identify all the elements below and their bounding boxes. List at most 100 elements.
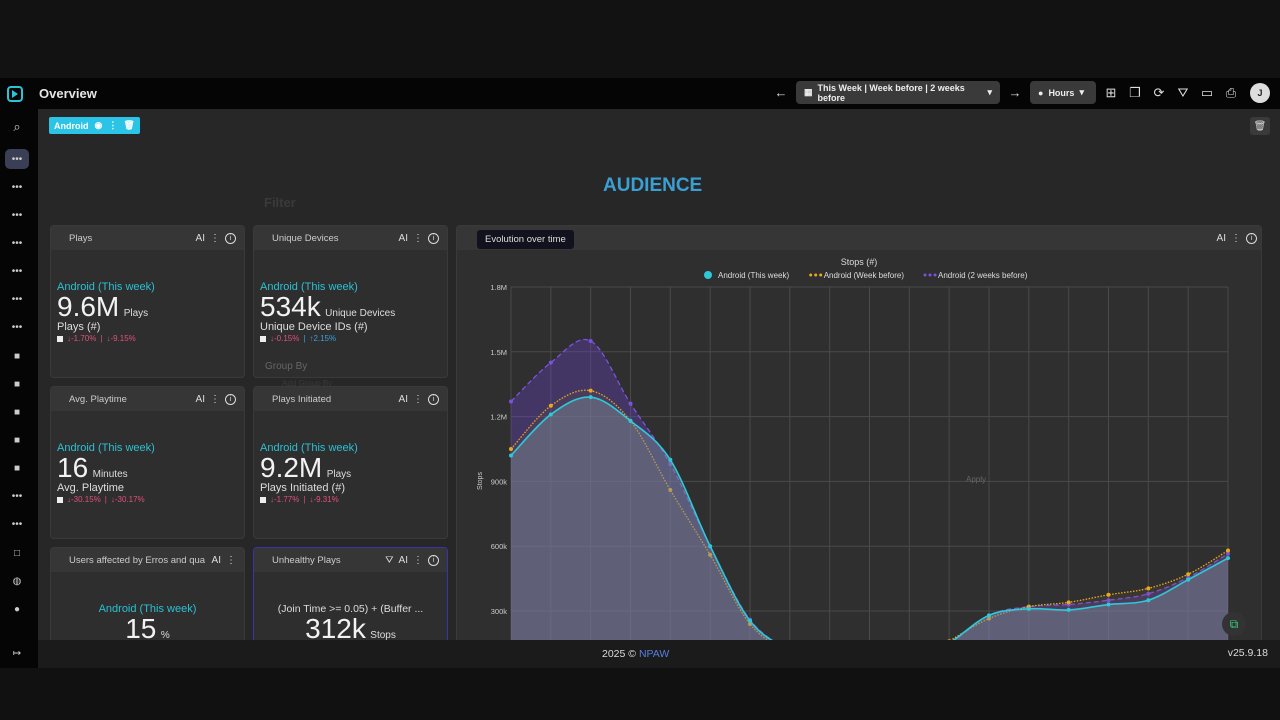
more-vertical-icon[interactable]: ⋮ xyxy=(108,120,118,130)
filter-chip-android[interactable]: Android ◉ ⋮ 🗑 xyxy=(49,117,140,134)
kpi-value: 9.6M xyxy=(57,291,120,322)
copyright: 2025 © xyxy=(602,648,637,660)
folder-icon[interactable]: ■ xyxy=(13,406,21,418)
info-icon[interactable]: i xyxy=(428,393,439,405)
sidebar-item-more[interactable]: ••• xyxy=(11,265,23,277)
more-vertical-icon[interactable]: ⋮ xyxy=(413,393,423,405)
more-vertical-icon[interactable]: ⋮ xyxy=(413,232,423,244)
kpi-card-avg-playtime[interactable]: Avg. Playtime AI ⋮ i Android (This week) 1… xyxy=(50,386,245,539)
filter-icon[interactable]: ⛛ xyxy=(385,554,394,566)
card-title: Unhealthy Plays xyxy=(272,554,341,566)
delete-button[interactable]: 🗑 xyxy=(1250,117,1270,135)
folder-icon[interactable]: ■ xyxy=(13,350,21,362)
search-icon[interactable]: ⌕ xyxy=(13,119,21,134)
info-icon[interactable]: i xyxy=(225,393,236,405)
kpi-subtitle: Plays Initiated (#) xyxy=(260,482,345,494)
print-icon[interactable]: ⎙ xyxy=(1225,84,1237,100)
kpi-value: 15 xyxy=(125,613,157,641)
more-vertical-icon[interactable]: ⋮ xyxy=(413,554,423,566)
comment-icon[interactable]: ▭ xyxy=(1200,84,1214,100)
info-icon[interactable]: i xyxy=(428,554,439,566)
trash-icon[interactable]: 🗑 xyxy=(123,120,135,130)
kpi-card-users-affected[interactable]: Users affected by Erros and qua AI ⋮ Andr… xyxy=(50,547,245,640)
more-vertical-icon[interactable]: ⋮ xyxy=(210,393,220,405)
kpi-unit: Plays xyxy=(326,469,352,480)
globe-icon[interactable]: ◍ xyxy=(12,575,22,587)
y-tick-label: 1.2M xyxy=(490,413,507,422)
npaw-link[interactable]: NPAW xyxy=(638,648,670,660)
app-logo-icon[interactable] xyxy=(7,85,23,102)
kpi-subtitle: Plays (#) xyxy=(57,321,101,333)
sidebar-item-more[interactable]: ••• xyxy=(11,321,23,333)
data-point xyxy=(708,552,713,557)
kpi-card-plays-initiated[interactable]: Plays Initiated AI ⋮ i Android (This week)… xyxy=(253,386,448,539)
folder-outline-icon[interactable]: □ xyxy=(13,547,21,559)
avatar[interactable]: J xyxy=(1250,82,1270,103)
more-vertical-icon[interactable]: ⋮ xyxy=(1231,232,1241,244)
kpi-value: 16 xyxy=(57,452,89,483)
granularity-select[interactable]: ● Hours ▾ xyxy=(1030,81,1096,104)
ai-button[interactable]: AI xyxy=(398,554,408,566)
info-icon[interactable]: i xyxy=(225,232,236,244)
eye-icon[interactable]: ◉ xyxy=(94,120,103,130)
chat-assistant-button[interactable]: ⧉ xyxy=(1222,612,1246,636)
refresh-icon[interactable]: ⟳ xyxy=(1153,84,1165,100)
circle-icon[interactable]: ● xyxy=(13,603,21,615)
data-point xyxy=(548,360,553,365)
data-point xyxy=(1066,607,1071,612)
ai-button[interactable]: AI xyxy=(1216,232,1226,244)
series-area xyxy=(511,390,1228,640)
more-vertical-icon[interactable]: ⋮ xyxy=(210,232,220,244)
sidebar-item-more[interactable]: ••• xyxy=(5,149,29,169)
change-2-weeks-before: ↓-9.15% xyxy=(106,334,136,343)
ai-button[interactable]: AI xyxy=(195,393,205,405)
sidebar-item-more[interactable]: ••• xyxy=(11,209,23,221)
legend-marker xyxy=(923,273,927,277)
arrow-left-icon[interactable]: ← xyxy=(774,85,788,100)
date-range-select[interactable]: ▦ This Week | Week before | 2 weeks befo… xyxy=(796,81,1000,104)
data-point xyxy=(1106,598,1111,603)
data-point xyxy=(509,453,513,458)
version: v25.9.18 xyxy=(1227,647,1268,659)
tab-evolution-over-time[interactable]: Evolution over time xyxy=(477,230,574,249)
kpi-value: 534k xyxy=(260,291,321,322)
folder-icon[interactable]: ■ xyxy=(13,434,21,446)
legend-label: Android (Week before) xyxy=(824,271,905,280)
info-icon[interactable]: i xyxy=(1246,232,1257,244)
data-point xyxy=(548,403,553,408)
ai-button[interactable]: AI xyxy=(211,554,221,566)
kpi-subtitle: Avg. Playtime xyxy=(57,482,125,494)
data-point xyxy=(987,613,991,618)
calendar-icon: ▦ xyxy=(804,87,813,97)
more-vertical-icon[interactable]: ⋮ xyxy=(226,554,236,566)
sidebar-item-more[interactable]: ••• xyxy=(11,181,23,193)
sidebar-item-more[interactable]: ••• xyxy=(11,518,23,530)
kpi-card-unique-devices[interactable]: Unique Devices AI ⋮ i Android (This week) … xyxy=(253,225,448,378)
ai-button[interactable]: AI xyxy=(398,232,408,244)
kpi-card-unhealthy-plays[interactable]: Unhealthy Plays ⛛ AI ⋮ i (Join Time >= 0.05… xyxy=(253,547,448,640)
kpi-label: Android (This week) xyxy=(260,281,358,293)
chart-card-evolution[interactable]: Evolution over time AI ⋮ i 300k 600k 900k 1.2… xyxy=(456,225,1262,640)
expand-sidebar-icon[interactable]: ↦ xyxy=(12,647,22,659)
duplicate-icon[interactable]: ❐ xyxy=(1129,84,1141,100)
ghost-filter-title: Filter xyxy=(264,195,296,210)
ai-button[interactable]: AI xyxy=(195,232,205,244)
change-2-weeks-before: ↓-30.17% xyxy=(110,495,145,504)
folder-icon[interactable]: ■ xyxy=(13,378,21,390)
sidebar-item-more[interactable]: ••• xyxy=(11,293,23,305)
legend-marker xyxy=(928,273,932,277)
add-widget-icon[interactable]: ⊞ xyxy=(1105,84,1117,100)
info-icon[interactable]: i xyxy=(428,232,439,244)
series-area xyxy=(511,339,1228,640)
data-point xyxy=(588,395,593,400)
ai-button[interactable]: AI xyxy=(398,393,408,405)
data-point xyxy=(1106,602,1111,607)
sidebar-item-more[interactable]: ••• xyxy=(11,490,23,502)
folder-icon[interactable]: ■ xyxy=(13,462,21,474)
legend-marker xyxy=(809,273,813,277)
arrow-right-icon[interactable]: → xyxy=(1008,85,1022,100)
kpi-card-plays[interactable]: Plays AI ⋮ i Android (This week) 9.6M Play… xyxy=(50,225,245,378)
kpi-label: (Join Time >= 0.05) + (Buffer ... xyxy=(277,603,424,615)
filter-icon[interactable]: ⛛ xyxy=(1177,84,1189,100)
sidebar-item-more[interactable]: ••• xyxy=(11,237,23,249)
